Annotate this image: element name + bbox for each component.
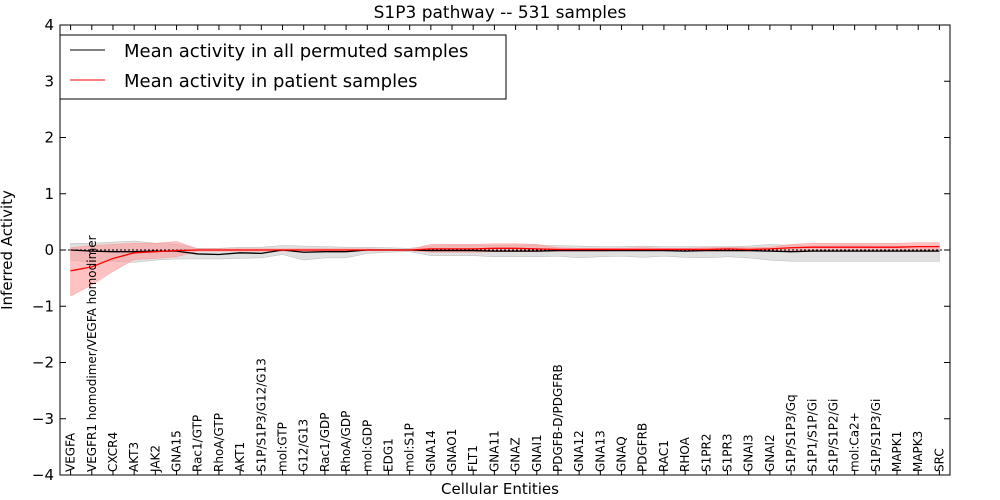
x-tick-label: GNA15: [170, 430, 184, 472]
x-tick-label: mol:S1P: [403, 423, 417, 472]
x-tick-label: GNAI2: [763, 434, 777, 472]
x-tick-label: Rac1/GDP: [318, 413, 332, 472]
x-tick-label: S1P/S1P3/Gq: [784, 394, 798, 472]
x-tick-label: S1PR3: [721, 434, 735, 472]
x-tick-label: CXCR4: [106, 432, 120, 472]
x-tick-label: PDGFRB: [636, 423, 650, 472]
y-tick-label: 1: [44, 185, 54, 203]
x-tick-label: GNA11: [487, 430, 501, 472]
x-tick-label: GNAQ: [615, 436, 629, 472]
x-tick-label: VEGFA: [64, 432, 78, 472]
x-tick-label: mol:GTP: [276, 422, 290, 472]
x-tick-label: SRC: [932, 448, 946, 472]
y-tick-label: −1: [32, 297, 54, 315]
confidence-bands: [70, 240, 940, 297]
y-tick-label: 2: [44, 129, 54, 147]
legend: Mean activity in all permuted samples Me…: [59, 34, 507, 100]
x-tick-label: MAPK1: [890, 431, 904, 472]
x-tick-label: EDG1: [381, 438, 395, 472]
x-tick-label: RhoA/GTP: [212, 413, 226, 472]
line-series-1: [70, 245, 940, 272]
y-tick-label: 0: [44, 241, 54, 259]
x-tick-label: GNAI1: [530, 434, 544, 472]
x-tick-label: S1P/S1P3/Gi: [869, 399, 883, 472]
x-tick-label: GNA12: [572, 430, 586, 472]
y-tick-label: 4: [44, 16, 54, 34]
x-axis-tick-labels: VEGFA VEGFR1 homodimer/VEGFA homodimer CXC…: [64, 235, 947, 473]
x-tick-label: AKT3: [127, 442, 141, 472]
x-tick-label: FLT1: [466, 445, 480, 472]
series-lines: [70, 245, 940, 272]
x-tick-label: RhoA/GDP: [339, 411, 353, 472]
x-tick-label: PDGFB-D/PDGFRB: [551, 364, 565, 472]
x-tick-label: AKT1: [233, 442, 247, 472]
x-tick-label: S1P1/S1P/Gi: [805, 399, 819, 472]
x-tick-label: mol:GDP: [360, 420, 374, 472]
x-tick-label: S1P/S1P2/Gi: [826, 399, 840, 472]
legend-frame: [59, 34, 507, 100]
x-tick-label: JAK2: [148, 445, 162, 473]
line-series-0: [70, 249, 940, 256]
chart-title: S1P3 pathway -- 531 samples: [374, 3, 627, 23]
legend-label-permuted: Mean activity in all permuted samples: [124, 41, 468, 62]
y-tick-label: 3: [44, 72, 54, 90]
x-tick-label: MAPK3: [911, 431, 925, 472]
x-axis-ticks: [70, 25, 940, 475]
y-tick-label: −2: [32, 354, 54, 372]
x-tick-label: Rac1/GTP: [191, 415, 205, 472]
x-tick-label: GNAI3: [742, 434, 756, 472]
y-axis-ticks: −4 −3 −2 −1 0 1 2 3 4: [32, 16, 950, 484]
legend-label-patient: Mean activity in patient samples: [124, 71, 418, 92]
x-tick-label: S1P/S1P3/G12/G13: [254, 358, 268, 472]
y-axis-label: Inferred Activity: [0, 190, 16, 310]
x-tick-label: RHOA: [678, 436, 692, 472]
x-tick-label: VEGFR1 homodimer/VEGFA homodimer: [85, 235, 99, 472]
x-axis-label: Cellular Entities: [441, 480, 559, 498]
x-tick-label: S1PR2: [699, 434, 713, 472]
x-tick-label: GNA13: [593, 430, 607, 472]
x-tick-label: RAC1: [657, 440, 671, 472]
x-tick-label: mol:Ca2+: [848, 412, 862, 472]
x-tick-label: G12/G13: [297, 419, 311, 472]
x-tick-label: GNAZ: [509, 437, 523, 472]
x-tick-label: GNAO1: [445, 429, 459, 472]
x-tick-label: GNA14: [424, 430, 438, 472]
y-tick-label: −3: [32, 410, 54, 428]
y-tick-label: −4: [32, 466, 54, 484]
